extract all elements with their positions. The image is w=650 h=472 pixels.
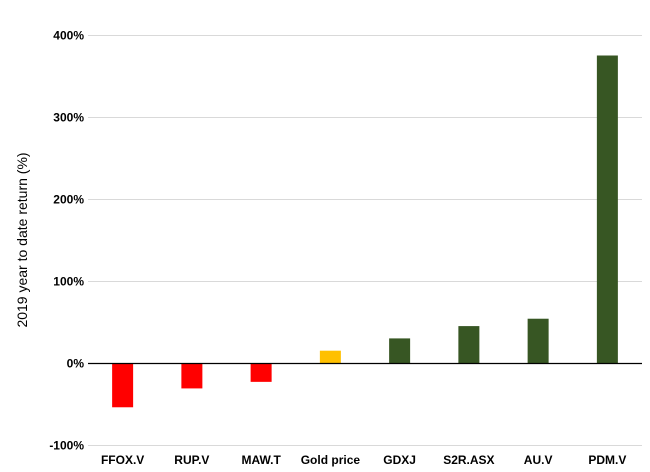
x-tick-label: S2R.ASX: [443, 453, 494, 467]
y-tick-label: 100%: [53, 275, 84, 289]
y-tick-label: 200%: [53, 193, 84, 207]
bar: [458, 326, 480, 363]
x-tick-label: MAW.T: [241, 453, 281, 467]
bar: [389, 338, 411, 363]
y-tick-label: -100%: [49, 439, 84, 453]
x-tick-label: RUP.V: [174, 453, 209, 467]
x-tick-label: FFOX.V: [101, 453, 144, 467]
gridlines: [88, 35, 642, 446]
y-tick-label: 300%: [53, 111, 84, 125]
y-tick-label: 0%: [67, 357, 85, 371]
x-tick-label: PDM.V: [588, 453, 626, 467]
bar: [181, 363, 203, 389]
bar: [596, 55, 618, 363]
bar: [112, 363, 134, 408]
bar: [527, 318, 549, 363]
bars: [112, 55, 618, 408]
bar: [319, 350, 341, 363]
x-tick-label: Gold price: [301, 453, 361, 467]
x-tick-labels: FFOX.V RUP.V MAW.T Gold price GDXJ S2R.ASX AU.…: [101, 453, 626, 467]
y-axis-title: 2019 year to date return (%): [14, 152, 30, 327]
y-tick-labels: -100% 0% 100% 200% 300% 400%: [49, 29, 84, 453]
x-tick-label: GDXJ: [383, 453, 416, 467]
bar: [250, 363, 272, 382]
x-tick-label: AU.V: [524, 453, 553, 467]
y-tick-label: 400%: [53, 29, 84, 43]
